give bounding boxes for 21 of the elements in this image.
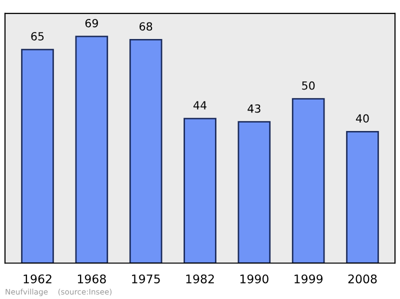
bar: [292, 98, 325, 264]
bar: [238, 121, 271, 264]
data-label: 40: [356, 114, 369, 123]
data-label: 68: [140, 22, 152, 31]
x-tick-label: 1990: [240, 274, 268, 284]
data-label: 65: [31, 32, 44, 40]
x-tick-label: 1968: [78, 274, 106, 284]
data-label: 43: [248, 104, 260, 113]
data-label: 50: [302, 81, 315, 90]
bar: [184, 118, 216, 264]
x-tick-label: 1975: [132, 274, 160, 284]
x-tick-label: 1999: [294, 274, 323, 284]
x-tick-label: 1982: [186, 274, 214, 284]
bar: [21, 48, 54, 264]
x-tick-label: 2008: [348, 274, 377, 284]
data-label: 44: [193, 101, 206, 110]
x-tick-label: 1962: [24, 274, 52, 284]
bar: [129, 39, 162, 264]
bar: [346, 131, 379, 264]
bar: [75, 36, 108, 264]
data-label: 69: [85, 18, 98, 28]
